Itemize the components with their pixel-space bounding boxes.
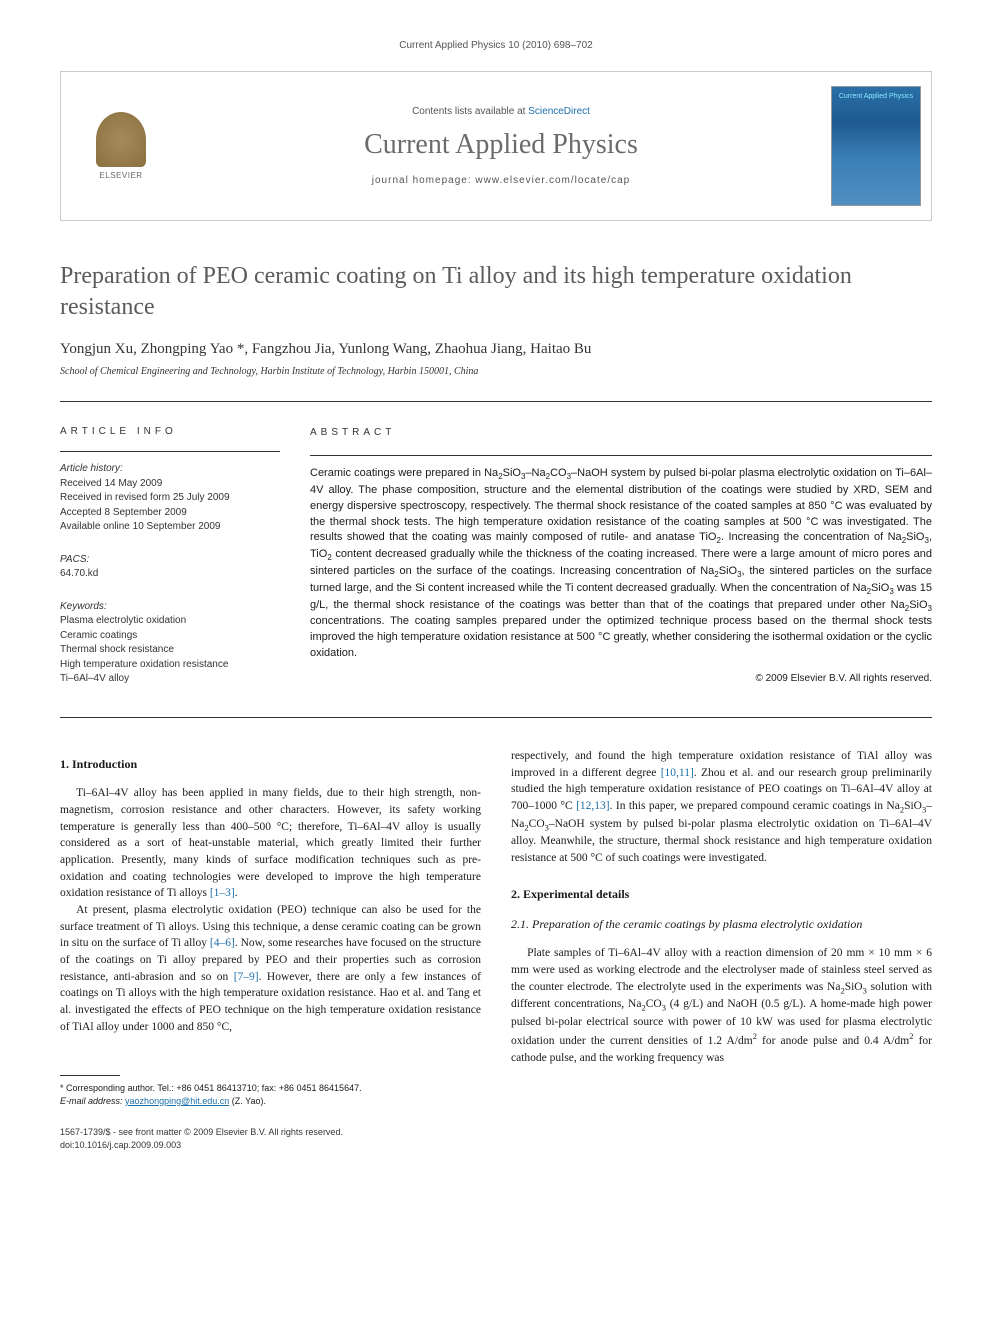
author-list: Yongjun Xu, Zhongping Yao *, Fangzhou Ji… [60,341,932,358]
publisher-label: ELSEVIER [99,171,142,180]
abstract-label: ABSTRACT [310,426,932,441]
abstract-copyright: © 2009 Elsevier B.V. All rights reserved… [310,672,932,687]
intro-para-2: At present, plasma electrolytic oxidatio… [60,902,481,1035]
abstract-divider [310,455,932,456]
keyword: Ceramic coatings [60,629,280,644]
info-divider [60,451,280,452]
article-history-block: Article history: Received 14 May 2009 Re… [60,462,280,535]
history-line: Received in revised form 25 July 2009 [60,491,280,506]
contents-prefix: Contents lists available at [412,106,528,117]
article-title: Preparation of PEO ceramic coating on Ti… [60,261,932,323]
running-header: Current Applied Physics 10 (2010) 698–70… [60,40,932,51]
journal-homepage-line: journal homepage: www.elsevier.com/locat… [372,175,630,186]
intro-para-1: Ti–6Al–4V alloy has been applied in many… [60,785,481,902]
elsevier-logo: ELSEVIER [86,106,156,186]
cover-thumb-box: Current Applied Physics [821,72,931,220]
section-2-heading: 2. Experimental details [511,886,932,903]
keywords-heading: Keywords: [60,600,280,615]
info-abstract-row: ARTICLE INFO Article history: Received 1… [60,412,932,705]
journal-name: Current Applied Physics [364,129,638,161]
journal-cover-thumbnail[interactable]: Current Applied Physics [831,86,921,206]
abstract-text: Ceramic coatings were prepared in Na2SiO… [310,466,932,662]
corresponding-author-footnote: * Corresponding author. Tel.: +86 0451 8… [60,1082,481,1107]
article-info-column: ARTICLE INFO Article history: Received 1… [60,426,280,705]
corr-email-link[interactable]: yaozhongping@hit.edu.cn [125,1096,229,1106]
history-line: Received 14 May 2009 [60,477,280,492]
email-label: E-mail address: [60,1096,123,1106]
keyword: Ti–6Al–4V alloy [60,672,280,687]
sec21-para-1: Plate samples of Ti–6Al–4V alloy with a … [511,945,932,1066]
body-columns: 1. Introduction Ti–6Al–4V alloy has been… [60,748,932,1152]
corr-email-line: E-mail address: yaozhongping@hit.edu.cn … [60,1095,481,1108]
doi-line: doi:10.1016/j.cap.2009.09.003 [60,1139,481,1152]
pacs-value: 64.70.kd [60,567,280,582]
history-line: Accepted 8 September 2009 [60,506,280,521]
divider-top [60,401,932,402]
homepage-url[interactable]: www.elsevier.com/locate/cap [475,175,630,186]
body-left-column: 1. Introduction Ti–6Al–4V alloy has been… [60,748,481,1152]
section-2-1-heading: 2.1. Preparation of the ceramic coatings… [511,916,932,933]
article-info-label: ARTICLE INFO [60,426,280,437]
contents-available-line: Contents lists available at ScienceDirec… [412,106,590,117]
elsevier-tree-icon [96,112,146,167]
sciencedirect-link[interactable]: ScienceDirect [528,106,590,117]
corr-author-line: * Corresponding author. Tel.: +86 0451 8… [60,1082,481,1095]
keywords-block: Keywords: Plasma electrolytic oxidation … [60,600,280,687]
keyword: Plasma electrolytic oxidation [60,614,280,629]
history-line: Available online 10 September 2009 [60,520,280,535]
page-footer-left: 1567-1739/$ - see front matter © 2009 El… [60,1126,481,1152]
keyword: High temperature oxidation resistance [60,658,280,673]
history-heading: Article history: [60,462,280,477]
footnote-divider [60,1075,120,1076]
journal-masthead: ELSEVIER Contents lists available at Sci… [60,71,932,221]
keyword: Thermal shock resistance [60,643,280,658]
pacs-block: PACS: 64.70.kd [60,553,280,582]
section-1-heading: 1. Introduction [60,756,481,773]
pacs-heading: PACS: [60,553,280,568]
publisher-logo-box: ELSEVIER [61,72,181,220]
body-right-column: respectively, and found the high tempera… [511,748,932,1152]
intro-para-3: respectively, and found the high tempera… [511,748,932,867]
homepage-prefix: journal homepage: [372,175,476,186]
divider-bottom [60,717,932,718]
masthead-center: Contents lists available at ScienceDirec… [181,72,821,220]
email-paren: (Z. Yao). [232,1096,266,1106]
abstract-column: ABSTRACT Ceramic coatings were prepared … [310,426,932,705]
front-matter-line: 1567-1739/$ - see front matter © 2009 El… [60,1126,481,1139]
affiliation: School of Chemical Engineering and Techn… [60,366,932,377]
cover-thumb-title: Current Applied Physics [839,93,913,101]
